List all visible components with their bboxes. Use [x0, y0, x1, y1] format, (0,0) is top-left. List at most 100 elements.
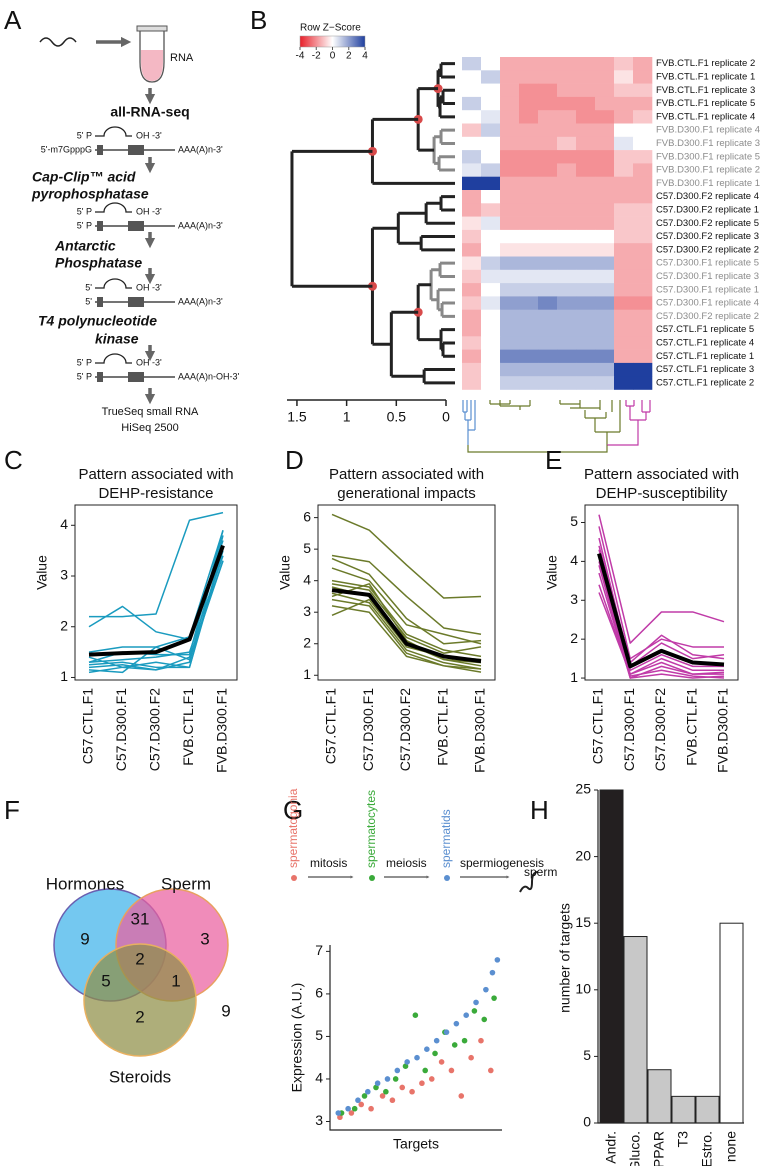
point: [384, 1076, 391, 1082]
row-label: FVB.CTL.F1 replicate 4: [656, 111, 755, 122]
heatmap-cell: [519, 323, 539, 337]
y-tick-label: 2: [303, 634, 311, 650]
heatmap-cell: [481, 110, 501, 124]
region-count: 5: [101, 971, 110, 990]
output-label: TrueSeq small RNA: [102, 406, 199, 418]
strand-end: 5' P: [77, 220, 92, 230]
plot-frame: [317, 504, 496, 681]
point: [468, 1054, 474, 1061]
chart-title: DEHP-resistance: [98, 485, 213, 502]
heatmap-cell: [614, 123, 634, 138]
heatmap-cell: [481, 256, 501, 271]
row-label: FVB.D300.F1 replicate 4: [656, 125, 760, 136]
heatmap-cell: [576, 269, 596, 284]
heatmap-cell: [557, 296, 577, 310]
heatmap-cell: [595, 243, 615, 257]
heatmap-cell: [557, 190, 577, 204]
point: [458, 1093, 465, 1099]
point: [409, 1088, 415, 1095]
heatmap-cell: [462, 229, 482, 244]
heatmap-cell: [519, 216, 539, 231]
heatmap-cell: [538, 203, 558, 217]
x-tick-label: FVB.CTL.F1: [434, 688, 450, 766]
heatmap-cell: [614, 256, 634, 271]
point: [488, 1067, 494, 1074]
strand-end: AAA(A)n-3': [178, 144, 223, 154]
point: [374, 1080, 381, 1087]
strand-end: AAA(A)n-3': [178, 220, 223, 230]
bar: [695, 1095, 720, 1124]
point: [337, 1114, 343, 1121]
heatmap-cell: [595, 70, 615, 84]
colorbar-tick-label: 4: [362, 51, 368, 62]
axes: [329, 945, 502, 1131]
heatmap-cell: [633, 229, 653, 244]
heatmap-cell: [576, 163, 596, 177]
point: [438, 1059, 445, 1065]
x-tick-label: 0.5: [387, 409, 407, 425]
heatmap-cell: [538, 57, 558, 71]
heatmap-cell: [538, 110, 558, 124]
heatmap-cell: [557, 57, 577, 71]
heatmap-cell: [519, 376, 539, 390]
heatmap-cell: [614, 83, 634, 98]
plot-frame: [74, 504, 238, 681]
point: [448, 1067, 455, 1074]
heatmap-cell: [462, 83, 482, 98]
rna-label: RNA: [170, 52, 194, 64]
pattern-line: [331, 554, 482, 636]
y-tick-label: 1: [303, 666, 311, 682]
heatmap-cell: [614, 336, 634, 350]
point: [422, 1067, 429, 1074]
x-tick-label: FVB.D300.F1: [472, 688, 488, 773]
heatmap-cell: [595, 216, 615, 231]
heatmap-cell: [538, 349, 558, 364]
heatmap-cell: [557, 123, 577, 138]
heatmap-cell: [557, 229, 577, 244]
rna-box: [97, 145, 103, 155]
y-axis-label: Value: [277, 555, 293, 590]
point: [361, 1093, 368, 1099]
heatmap-cell: [633, 70, 653, 84]
pattern-line: [88, 530, 224, 653]
heatmap-cell: [519, 70, 539, 84]
row-label: C57.CTL.F1 replicate 2: [656, 377, 754, 388]
heatmap-cell: [500, 309, 520, 324]
x-tick-label: C57.CTL.F1: [590, 688, 606, 764]
heatmap-cell: [538, 136, 558, 151]
x-tick-label: C57.D300.F1: [113, 688, 129, 771]
heatmap-cell: [519, 110, 539, 124]
point: [394, 1067, 401, 1074]
heatmap-cell: [481, 150, 501, 164]
pattern-line: [598, 514, 725, 644]
heatmap-cell: [595, 349, 615, 364]
heatmap-cell: [538, 190, 558, 204]
y-axis-label: Value: [544, 555, 560, 590]
tube-cap: [136, 25, 168, 32]
colorbar-tick-label: -2: [312, 51, 321, 62]
rna-strand: [95, 202, 132, 213]
mean-line: [88, 544, 225, 657]
heatmap-cell: [576, 96, 596, 111]
heatmap-cell: [595, 283, 615, 297]
heatmap-cell: [633, 190, 653, 204]
heatmap-cell: [500, 323, 520, 337]
chart-title: DEHP-susceptibility: [596, 485, 728, 502]
pattern-line: [331, 513, 482, 599]
heatmap-cell: [481, 243, 501, 257]
heatmap-cell: [633, 296, 653, 310]
stage-label: spermatogonia: [286, 788, 300, 868]
strand-end: 5' P: [77, 357, 92, 367]
heatmap-cell: [557, 256, 577, 271]
heatmap-cell: [557, 243, 577, 257]
strand-end: AAA(A)n-3': [178, 296, 223, 306]
heatmap-cell: [500, 229, 520, 244]
pattern-line: [598, 592, 725, 675]
heatmap-cell: [500, 176, 520, 191]
heatmap-cell: [576, 190, 596, 204]
heatmap-cell: [614, 57, 634, 71]
point: [432, 1050, 438, 1057]
heatmap-cell: [576, 349, 596, 364]
heatmap-cell: [481, 309, 501, 324]
heatmap-cell: [481, 57, 501, 71]
